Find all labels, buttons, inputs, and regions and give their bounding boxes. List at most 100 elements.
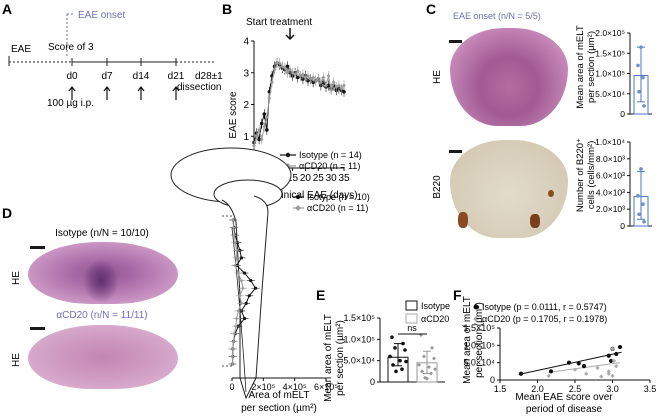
d-point-acd20: [230, 362, 235, 366]
d-point-acd20: [231, 218, 235, 222]
c-row-label-b220: B220: [432, 175, 443, 199]
f-point-acd20: [595, 365, 600, 370]
f-point-acd20: [599, 374, 604, 379]
panel-f: 0 5.0×10⁴ 1.0×10⁵ 1.5×10⁵ 1.5 2.0 2.5 3.0 3.5 Is…: [462, 296, 656, 415]
b-ylabel: EAE score: [228, 91, 239, 139]
f-point-acd20: [606, 371, 611, 376]
f-legend-marker-acd20: [473, 316, 479, 322]
f-legend-acd20: αCD20 (p = 0.1705, r = 0.1978): [482, 314, 607, 324]
d-scale-bar-1: [30, 246, 45, 249]
d-point-acd20: [234, 316, 239, 321]
c1-point: [639, 45, 643, 49]
f-legend-isotype-stat: (p = 0.0111, r = 0.5747): [514, 302, 607, 312]
injection-arrow-icon: [137, 86, 145, 100]
b-point-isotype: [262, 112, 267, 116]
panel-letter-f: F: [453, 287, 462, 303]
d-point-isotype: [242, 316, 247, 321]
c1-ylabel-line2: per section (µm²): [586, 31, 597, 103]
f-ylabel-line2: per section (µm²): [474, 302, 485, 378]
b-point-acd20: [293, 72, 298, 77]
f-ytick-label: 1.5×10⁵: [463, 323, 495, 333]
d-row-label-2: HE: [11, 353, 22, 367]
e-point-acd20: [422, 354, 426, 359]
d-chart: 0 2×10⁵ 4×10⁵ 6×10⁵: [222, 215, 338, 392]
d-point-acd20: [233, 240, 237, 245]
d-point-isotype: [244, 301, 248, 305]
d-point-acd20: [232, 331, 237, 336]
b-point-acd20: [306, 73, 310, 78]
d-point-acd20: [241, 286, 245, 291]
c2-ylabel-line2: cells (cells/mm²): [586, 141, 597, 210]
d-point-acd20: [234, 324, 238, 328]
d-point-acd20: [230, 354, 235, 359]
e-point-isotype: [388, 354, 392, 359]
b-point-acd20: [334, 85, 339, 90]
e-legend-acd20: αCD20: [421, 314, 449, 324]
c2-point: [639, 167, 643, 171]
d-scale-bar-2: [30, 327, 45, 330]
b-point-isotype: [342, 90, 346, 94]
d-xtick-label: 2×10⁵: [251, 382, 275, 392]
c-b220-stain-spot-2: [530, 214, 540, 228]
f-legend-marker-isotype: [473, 304, 479, 310]
f-ytick-label: 1.0×10⁵: [463, 340, 495, 350]
b-point-acd20: [290, 70, 295, 75]
c1-ytick-label: 1.0×10⁵: [595, 69, 625, 79]
c1-ytick-label: 2.0×10⁵: [595, 28, 625, 38]
injection-arrow-icon: [172, 86, 180, 100]
c1-ytick-label: 1.5×10⁵: [595, 48, 625, 58]
c-chart-b220: 0 2.0×10³ 4.0×10³ 6.0×10³ 8.0×10³ 1.0×10⁴: [595, 137, 652, 231]
b-point-isotype: [326, 83, 331, 88]
d-acd20-micrograph: [28, 325, 178, 389]
c-title: EAE onset (n/N = 5/5): [453, 11, 541, 21]
d-point-isotype: [253, 286, 258, 290]
b-legend-isotype: Isotype (n = 14): [299, 150, 362, 160]
b-series-line-1: [253, 62, 345, 146]
b-point-acd20: [329, 88, 334, 93]
f-point-isotype: [614, 351, 619, 357]
e-chart: 0 5.0×10⁴ 1.0×10⁵ 1.5×10⁵ ns: [343, 313, 445, 387]
injection-arrow-icon: [103, 86, 111, 100]
c1-point: [641, 75, 645, 80]
d-acd20-title: αCD20 (n/N = 11/11): [56, 310, 147, 321]
d-point-acd20: [234, 256, 239, 260]
b-legend-acd20: αCD20 (n = 11): [299, 161, 360, 171]
f-point-isotype: [566, 360, 572, 365]
b-point-acd20: [300, 72, 305, 77]
d-point-acd20: [237, 293, 242, 298]
timeline-day-label: d28±1: [195, 71, 223, 82]
f-point-acd20: [606, 369, 611, 374]
injection-arrow-icon: [68, 86, 76, 100]
timeline-day-label: d14: [133, 71, 150, 82]
b-series: [252, 58, 346, 151]
d-legend-marker-isotype: [295, 194, 301, 200]
e-point-isotype: [401, 341, 405, 346]
f-ylabel-line1: Mean area of mELT: [462, 296, 473, 384]
d-xlabel-line1: Area of mELT: [249, 390, 310, 401]
d-xtick-label: 0: [229, 382, 234, 392]
d-point-acd20: [233, 263, 237, 268]
c2-point: [642, 220, 646, 224]
f-point-isotype: [606, 353, 611, 358]
c2-ytick-label: 1.0×10⁴: [595, 137, 625, 147]
dose-label: 100 µg i.p.: [47, 98, 94, 109]
b-xtick-label: 20: [300, 173, 312, 184]
timeline-day-label: d7: [101, 71, 113, 82]
b-point-isotype: [285, 64, 290, 69]
panel-d: Isotype (n/N = 10/10) αCD20 (n/N = 11/11…: [11, 147, 370, 414]
b-ytick-label: 1: [243, 132, 249, 143]
e-legend-swatch-acd20: [405, 313, 418, 324]
e-ytick-label: 1.0×10⁵: [343, 334, 375, 344]
f-xtick-label: 2.0: [531, 384, 544, 394]
d-legend-isotype: Isotype (n = 10): [307, 192, 370, 202]
f-xtick-label: 1.5: [494, 384, 507, 394]
d-point-acd20: [239, 301, 244, 306]
b-annotation: Start treatment: [246, 17, 312, 28]
b-point-acd20: [313, 78, 318, 83]
c2-point: [636, 193, 640, 198]
panel-letter-c: C: [426, 1, 436, 17]
b-point-acd20: [254, 134, 259, 139]
c-scale-bar-1: [449, 40, 462, 43]
f-point-isotype: [581, 364, 587, 369]
